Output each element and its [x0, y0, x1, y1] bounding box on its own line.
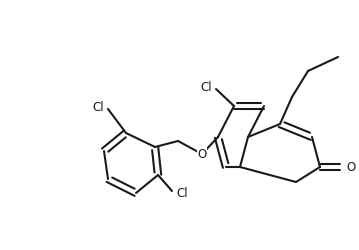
Text: O: O: [197, 148, 207, 161]
Text: Cl: Cl: [176, 187, 188, 200]
Text: O: O: [346, 161, 355, 174]
Text: Cl: Cl: [200, 81, 212, 94]
Text: Cl: Cl: [92, 101, 104, 114]
